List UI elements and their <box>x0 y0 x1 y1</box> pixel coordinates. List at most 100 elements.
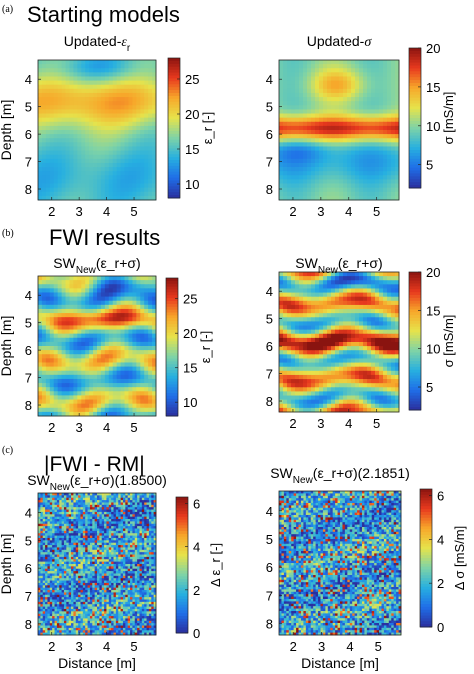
heatmap-cell <box>347 76 352 81</box>
heatmap-cell <box>127 495 131 499</box>
heatmap-cell <box>379 162 384 168</box>
heatmap-cell <box>363 117 368 123</box>
heatmap-cell <box>148 354 153 359</box>
heatmap-cell <box>323 391 328 396</box>
colorbar-segment <box>166 338 178 342</box>
heatmap-cell <box>383 171 388 176</box>
heatmap-cell <box>319 374 324 380</box>
heatmap-cell <box>331 325 336 331</box>
heatmap-cell <box>97 158 102 164</box>
heatmap-cell <box>85 130 90 135</box>
heatmap-cell <box>395 72 400 77</box>
heatmap-cell <box>367 187 372 193</box>
heatmap-cell <box>49 507 53 510</box>
heatmap-cell <box>152 101 157 106</box>
heatmap-cell <box>355 379 360 384</box>
heatmap-cell <box>53 296 59 302</box>
heatmap-cell <box>391 187 396 193</box>
heatmap-cell <box>299 374 304 380</box>
heatmap-cell <box>125 502 129 506</box>
heatmap-cell <box>45 284 51 289</box>
heatmap-cell <box>41 150 47 156</box>
heatmap-cell <box>89 411 94 417</box>
heatmap-cell <box>335 387 340 392</box>
heatmap-cell <box>315 130 320 135</box>
heatmap-cell <box>108 317 114 322</box>
heatmap-cell <box>116 171 121 176</box>
heatmap-cell <box>395 337 400 343</box>
heatmap-cell <box>120 191 125 197</box>
heatmap-cell <box>391 313 396 318</box>
heatmap-cell <box>303 300 308 306</box>
heatmap-cell <box>291 304 296 310</box>
heatmap-cell <box>41 121 47 127</box>
colorbar-tick-label: 20 <box>185 107 199 122</box>
heatmap-cell <box>45 411 51 417</box>
heatmap-cell <box>351 134 356 139</box>
colorbar-segment <box>409 123 421 128</box>
heatmap-cell <box>291 167 296 172</box>
heatmap-cell <box>327 167 332 172</box>
heatmap-cell <box>363 288 368 293</box>
colorbar-segment <box>168 148 180 152</box>
heatmap-cell <box>112 358 118 363</box>
heatmap-cell <box>38 60 43 65</box>
heatmap-cell <box>343 272 348 277</box>
heatmap-cell <box>100 280 106 285</box>
heatmap-cell <box>85 183 90 189</box>
heatmap-cell <box>42 519 46 522</box>
colorbar-segment <box>168 139 180 144</box>
heatmap-cell <box>383 64 388 69</box>
heatmap-cell <box>375 171 380 176</box>
heatmap-cell <box>128 72 133 77</box>
heatmap-cell <box>112 191 118 197</box>
heatmap-cell <box>144 378 149 384</box>
heatmap-cell <box>128 296 133 302</box>
heatmap-cell <box>395 296 400 302</box>
heatmap-cell <box>45 150 51 156</box>
heatmap-cell <box>71 519 74 522</box>
heatmap-cell <box>65 346 70 351</box>
heatmap-cell <box>104 329 110 335</box>
heatmap-cell <box>124 80 129 86</box>
heatmap-cell <box>53 288 59 293</box>
heatmap-cell <box>69 329 74 335</box>
heatmap-cell <box>140 175 145 180</box>
heatmap-cell <box>339 138 344 143</box>
heatmap-cell <box>144 101 149 106</box>
heatmap-cell <box>104 358 110 363</box>
heatmap-cell <box>323 379 328 384</box>
heatmap-cell <box>279 379 284 384</box>
heatmap-cell <box>140 125 145 131</box>
heatmap-cell <box>383 195 388 201</box>
heatmap-cell <box>118 493 121 496</box>
heatmap-cell <box>319 68 324 73</box>
heatmap-cell <box>104 84 110 90</box>
heatmap-cell <box>140 321 145 326</box>
heatmap-cell <box>343 109 348 114</box>
colorbar-segment <box>409 343 421 348</box>
heatmap-cell <box>379 333 384 339</box>
heatmap-cell <box>371 97 376 102</box>
heatmap-cell <box>323 272 328 277</box>
heatmap-cell <box>299 92 304 98</box>
heatmap-cell <box>124 68 129 73</box>
heatmap-cell <box>339 370 344 376</box>
heatmap-cell <box>80 511 84 515</box>
heatmap-cell <box>77 64 82 69</box>
heatmap-cell <box>85 374 90 380</box>
heatmap-cell <box>283 68 288 73</box>
heatmap-cell <box>140 280 145 285</box>
heatmap-cell <box>387 272 392 277</box>
heatmap-cell <box>331 407 336 413</box>
heatmap-cell <box>136 362 141 367</box>
heatmap-cell <box>132 142 137 147</box>
colorbar-segment <box>409 277 421 282</box>
heatmap-cell <box>307 362 312 368</box>
heatmap-cell <box>116 68 121 73</box>
heatmap-cell <box>97 500 100 503</box>
heatmap-cell <box>379 407 384 413</box>
heatmap-cell <box>41 183 47 189</box>
colorbar-segment <box>409 289 421 293</box>
heatmap-cell <box>351 399 356 405</box>
